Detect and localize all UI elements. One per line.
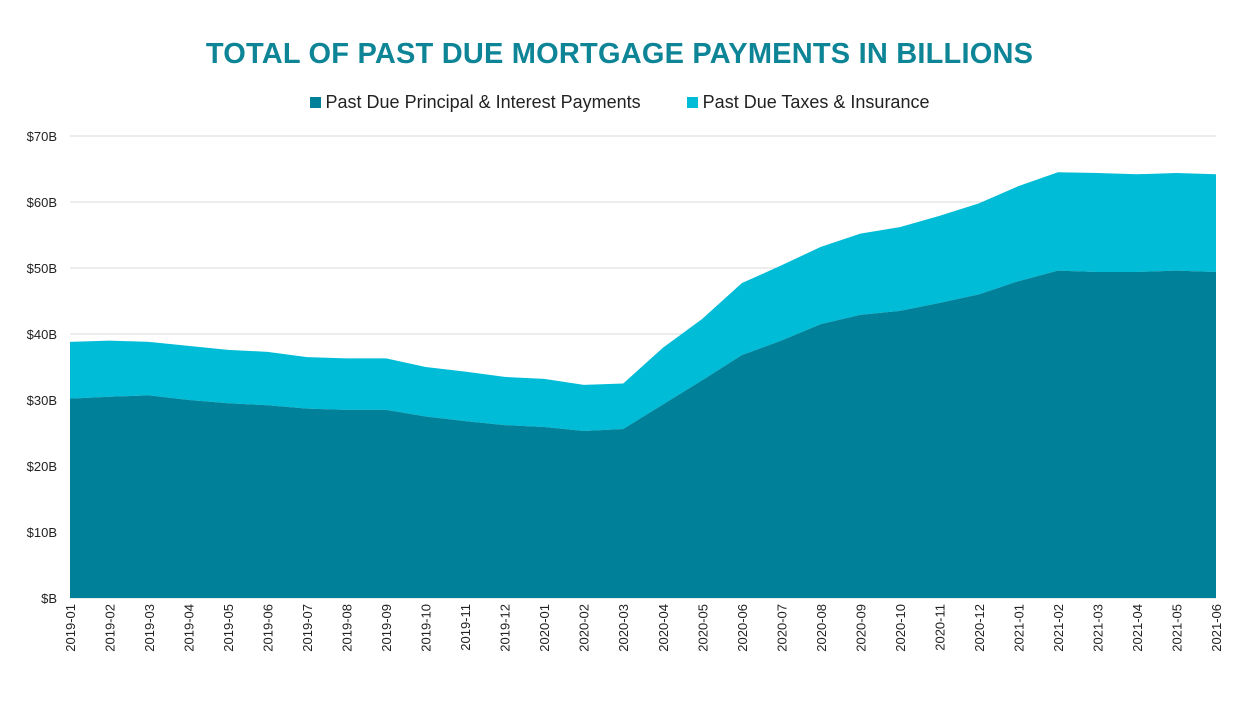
x-tick-label: 2020-05 <box>695 604 710 652</box>
x-tick-label: 2019-04 <box>182 604 197 652</box>
x-tick-label: 2020-12 <box>972 604 987 652</box>
x-tick-label: 2019-08 <box>340 604 355 652</box>
x-tick-label: 2020-07 <box>774 604 789 652</box>
y-tick-label: $40B <box>27 327 57 342</box>
x-tick-label: 2019-01 <box>63 604 78 652</box>
x-tick-label: 2020-04 <box>656 604 671 652</box>
x-tick-label: 2021-05 <box>1169 604 1184 652</box>
x-tick-label: 2021-01 <box>1011 604 1026 652</box>
legend-swatch-taxes <box>686 97 698 108</box>
x-tick-label: 2020-11 <box>932 604 947 651</box>
x-tick-label: 2019-10 <box>419 604 434 652</box>
y-tick-label: $30B <box>27 393 57 408</box>
chart-legend: Past Due Principal & Interest Payments P… <box>0 92 1239 113</box>
y-tick-label: $50B <box>27 261 57 276</box>
x-tick-label: 2020-06 <box>735 604 750 652</box>
x-tick-label: 2020-03 <box>616 604 631 652</box>
y-tick-label: $B <box>41 591 57 606</box>
x-tick-label: 2020-09 <box>853 604 868 652</box>
x-tick-label: 2019-06 <box>261 604 276 652</box>
legend-swatch-principal <box>309 97 321 108</box>
y-tick-label: $70B <box>27 129 57 144</box>
x-tick-label: 2021-02 <box>1051 604 1066 652</box>
area-series-principal-interest <box>70 270 1216 598</box>
stacked-areas <box>70 172 1216 598</box>
area-series-taxes-insurance <box>70 172 1216 432</box>
x-tick-label: 2021-03 <box>1090 604 1105 652</box>
x-tick-label: 2020-01 <box>537 604 552 652</box>
x-axis-ticks: 2019-01 2019-02 2019-03 2019-04 2019-05 2019-… <box>63 604 1224 652</box>
legend-label-principal: Past Due Principal & Interest Payments <box>325 92 641 112</box>
x-tick-label: 2021-06 <box>1209 604 1224 652</box>
legend-item-principal: Past Due Principal & Interest Payments <box>309 92 641 113</box>
x-tick-label: 2019-05 <box>221 604 236 652</box>
legend-label-taxes: Past Due Taxes & Insurance <box>702 92 930 112</box>
x-tick-label: 2019-09 <box>379 604 394 652</box>
y-tick-label: $60B <box>27 195 57 210</box>
x-tick-label: 2020-02 <box>577 604 592 652</box>
y-axis-ticks: $B $10B $20B $30B $40B $50B $60B $70B <box>27 129 57 606</box>
chart-title: TOTAL OF PAST DUE MORTGAGE PAYMENTS IN B… <box>205 38 1034 70</box>
y-tick-label: $20B <box>27 459 57 474</box>
x-tick-label: 2019-07 <box>300 604 315 652</box>
x-tick-label: 2019-11 <box>458 604 473 651</box>
x-tick-label: 2019-02 <box>103 604 118 652</box>
x-tick-label: 2019-12 <box>498 604 513 652</box>
x-tick-label: 2021-04 <box>1130 604 1145 652</box>
x-tick-label: 2019-03 <box>142 604 157 652</box>
legend-item-taxes: Past Due Taxes & Insurance <box>686 92 930 113</box>
x-tick-label: 2020-08 <box>814 604 829 652</box>
x-tick-label: 2020-10 <box>893 604 908 652</box>
y-tick-label: $10B <box>27 525 57 540</box>
